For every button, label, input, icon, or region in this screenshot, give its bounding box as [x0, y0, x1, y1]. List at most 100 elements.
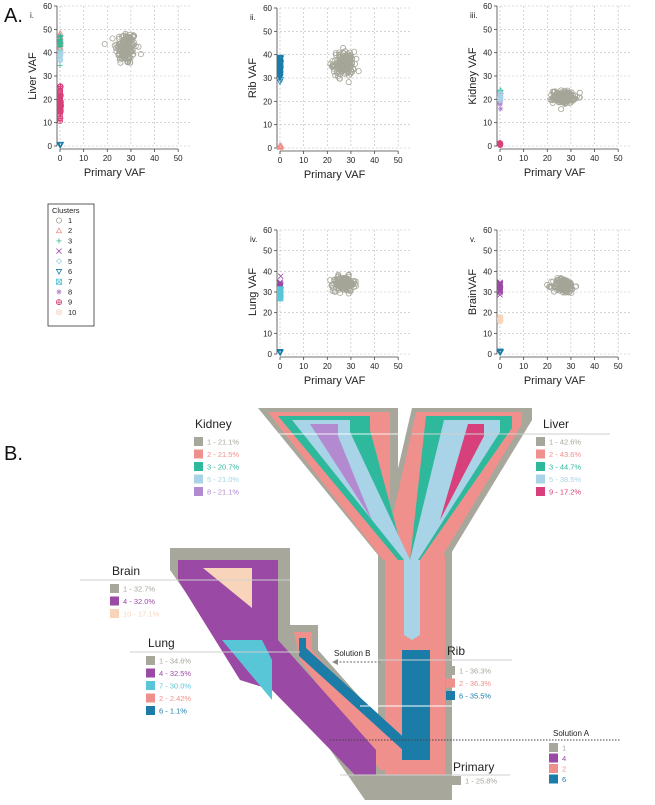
x-tick-label: 50 — [614, 154, 623, 163]
y-tick-label: 40 — [483, 49, 492, 58]
point-cluster-6 — [496, 348, 504, 355]
solution-a-title: Solution A — [553, 729, 590, 738]
y-tick-label: 50 — [263, 27, 272, 36]
point-cluster-1 — [117, 54, 124, 61]
legend-marker-9 — [56, 299, 63, 306]
tissue-swatch — [194, 474, 203, 484]
x-tick-label: 10 — [519, 362, 528, 371]
points — [276, 45, 362, 151]
point-cluster-1 — [561, 276, 568, 283]
tissue-swatch — [452, 776, 461, 785]
point-cluster-8 — [497, 106, 504, 112]
points — [496, 87, 583, 148]
tissue-entries-primary: 1 - 25.8% — [452, 776, 497, 786]
tissue-swatch — [110, 584, 119, 593]
point-cluster-1 — [117, 59, 124, 66]
point-cluster-1 — [328, 63, 335, 70]
tissue-entry: 1 - 32.7% — [123, 585, 155, 594]
scatter-panel-3: 0 10 20 30 40 50 0 10 20 30 40 50 60 Primary VAF Kidne… — [467, 2, 630, 179]
tissue-entry: 2 - 21.5% — [207, 450, 239, 459]
tissue-entry: 4 - 32.5% — [159, 669, 191, 678]
legend-entry-10: 10 — [68, 308, 76, 317]
legend-entry-7: 7 — [68, 277, 72, 286]
x-tick-label: 30 — [566, 154, 575, 163]
point-cluster-1 — [340, 45, 347, 52]
point-cluster-1 — [346, 53, 353, 60]
point-cluster-5 — [497, 95, 504, 102]
y-tick-label: 0 — [268, 144, 273, 153]
point-cluster-5 — [56, 56, 64, 63]
point-cluster-1 — [339, 280, 346, 287]
point-cluster-1 — [125, 33, 132, 40]
legend-entry-2: 2 — [68, 226, 72, 235]
scatter-panel-4: 0 10 20 30 40 50 0 10 20 30 40 50 60 Primary VAF Lung … — [247, 226, 410, 387]
point-cluster-1 — [101, 41, 108, 48]
point-cluster-3 — [57, 41, 63, 47]
tree-band-cluster-3-left — [278, 416, 405, 560]
point-cluster-1 — [126, 56, 133, 63]
tissue-entry: 6 - 35.5% — [459, 692, 491, 701]
x-tick-label: 20 — [543, 362, 552, 371]
x-tick-label: 40 — [590, 154, 599, 163]
x-tick-label: 40 — [590, 362, 599, 371]
y-tick-label: 40 — [483, 267, 492, 276]
point-cluster-1 — [132, 43, 139, 50]
solution-a-entry: 4 — [562, 754, 566, 763]
point-cluster-1 — [348, 62, 355, 69]
point-cluster-6 — [276, 62, 284, 69]
legend-marker-6 — [55, 269, 63, 275]
point-cluster-1 — [563, 285, 570, 292]
x-tick-label: 0 — [58, 154, 63, 163]
point-cluster-9 — [57, 83, 64, 90]
point-cluster-1 — [564, 282, 571, 289]
y-tick-label: 0 — [488, 142, 493, 151]
point-cluster-1 — [355, 68, 362, 75]
point-cluster-1 — [116, 33, 123, 40]
tissue-entry: 8 - 21.1% — [207, 488, 239, 497]
tissue-swatch — [110, 609, 119, 618]
legend-entry-5: 5 — [68, 257, 72, 266]
legend-marker-10 — [56, 309, 63, 316]
point-cluster-1 — [337, 63, 344, 70]
point-cluster-1 — [336, 75, 343, 82]
legend-box — [47, 203, 95, 327]
legend-title: Clusters — [52, 206, 80, 215]
tissue-name-rib: Rib — [447, 644, 465, 658]
point-cluster-1 — [347, 54, 354, 61]
tissue-entry: 7 - 30.0% — [159, 682, 191, 691]
point-cluster-5 — [496, 94, 504, 101]
point-cluster-6 — [56, 142, 64, 149]
point-cluster-7 — [277, 289, 283, 296]
y-tick-label: 10 — [43, 119, 52, 128]
point-cluster-1 — [337, 66, 344, 73]
tissue-entry: 3 - 20.7% — [207, 463, 239, 472]
point-cluster-1 — [334, 56, 341, 63]
tissue-entry: 1 - 42.6% — [549, 438, 581, 447]
tissue-entry: 5 - 38.5% — [549, 475, 581, 484]
legend-entry-9: 9 — [68, 298, 72, 307]
tissue-entries-liver: 1 - 42.6% 2 - 43.6% 3 - 44.7% 5 - 38.5% 9 - … — [536, 437, 581, 497]
x-tick-label: 40 — [370, 156, 379, 165]
tissue-name-lung: Lung — [148, 636, 175, 650]
point-cluster-1 — [127, 59, 134, 66]
point-cluster-4 — [497, 287, 503, 293]
solution-b-arrowhead — [332, 659, 338, 665]
point-cluster-1 — [544, 281, 551, 288]
point-cluster-4 — [277, 273, 284, 280]
x-tick-label: 30 — [566, 362, 575, 371]
solution-a-entries: 14 26 — [549, 743, 566, 784]
point-cluster-4 — [497, 285, 503, 291]
tissue-entry: 1 - 34.6% — [159, 657, 191, 666]
y-tick-label: 10 — [263, 329, 272, 338]
point-cluster-1 — [114, 43, 121, 50]
tree-band-cluster-7 — [222, 640, 272, 700]
solution-b-label: Solution B — [334, 649, 370, 658]
legend-marker-4 — [56, 248, 62, 254]
tissue-swatch — [446, 691, 455, 700]
tissue-swatch — [194, 449, 203, 459]
panel-number: ii. — [250, 13, 256, 22]
solution-a-swatch — [549, 774, 558, 784]
y-axis-title: Liver VAF — [27, 52, 39, 100]
legend-marker-7 — [56, 278, 62, 285]
